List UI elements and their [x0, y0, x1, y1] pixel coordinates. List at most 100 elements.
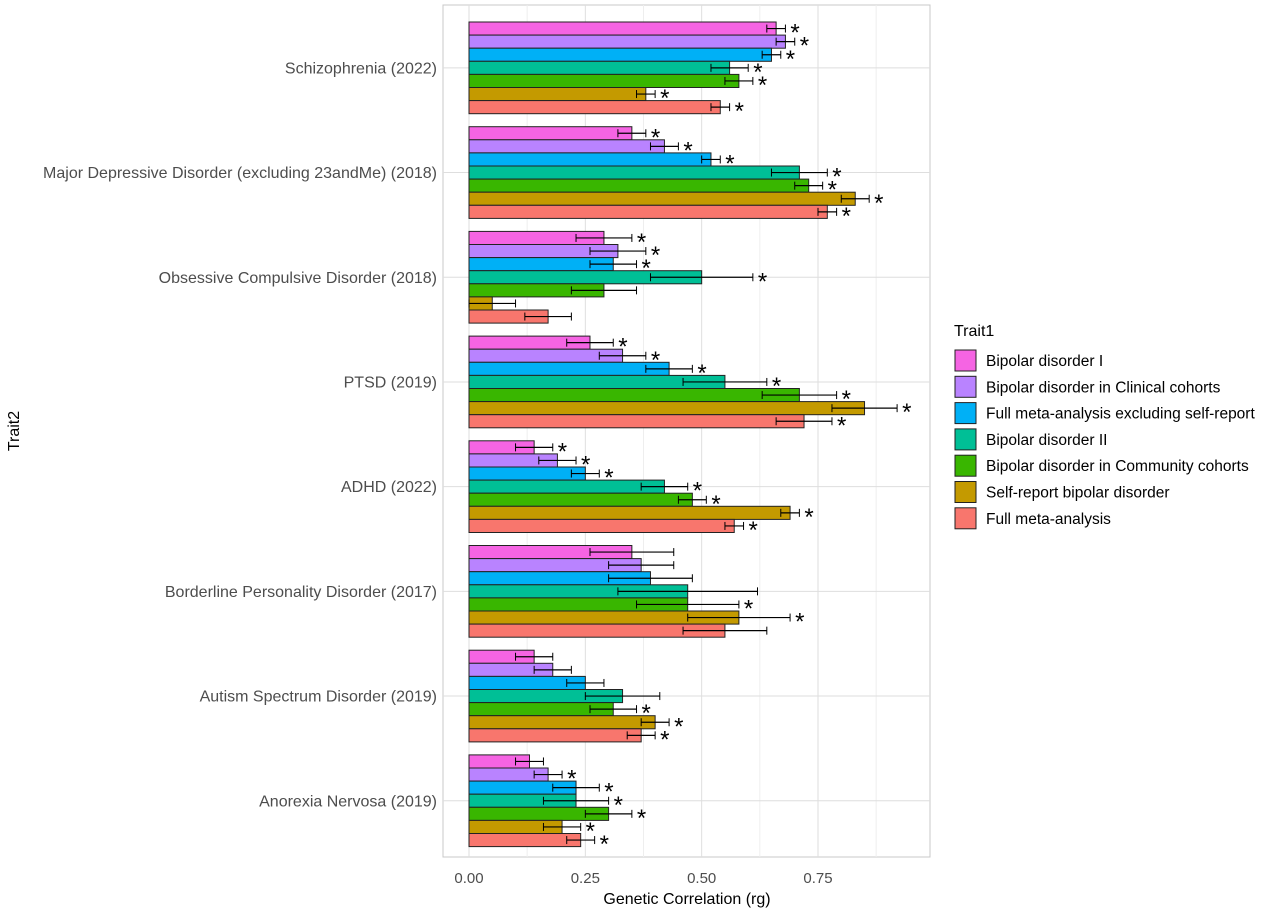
legend-label: Bipolar disorder in Clinical cohorts [986, 379, 1221, 396]
bar [468, 87, 647, 102]
significance-star: * [828, 177, 837, 204]
bar [468, 728, 642, 743]
y-tick-label: ADHD (2022) [341, 479, 437, 496]
y-tick-label: Anorexia Nervosa (2019) [259, 793, 437, 810]
bar [468, 361, 670, 376]
significance-star: * [902, 399, 911, 426]
bar [468, 492, 693, 507]
bar [468, 204, 828, 219]
significance-star: * [725, 150, 734, 177]
significance-star: * [874, 190, 883, 217]
significance-star: * [842, 386, 851, 413]
bar [468, 466, 586, 481]
significance-star: * [837, 412, 846, 439]
x-tick-labels: 0.00 0.25 0.50 0.75 [454, 870, 832, 887]
legend-swatch [954, 402, 977, 425]
legend-swatch [954, 454, 977, 477]
x-axis-title: Genetic Correlation (rg) [603, 891, 770, 908]
significance-star: * [637, 229, 646, 256]
legend-label: Self-report bipolar disorder [986, 485, 1170, 502]
significance-star: * [795, 609, 804, 636]
significance-star: * [604, 779, 613, 806]
y-tick-labels: Schizophrenia (2022) Major Depressive Dis… [43, 60, 437, 810]
bar [468, 401, 866, 416]
x-tick-label: 0.00 [454, 870, 483, 887]
significance-star: * [749, 517, 758, 544]
significance-star: * [683, 137, 692, 164]
legend-swatch [954, 375, 977, 398]
significance-star: * [614, 792, 623, 819]
bar [468, 414, 805, 429]
bar [468, 479, 665, 494]
significance-star: * [660, 726, 669, 753]
significance-star: * [604, 465, 613, 492]
significance-star: * [758, 72, 767, 99]
bar [468, 388, 800, 403]
significance-star: * [697, 360, 706, 387]
significance-star: * [753, 59, 762, 86]
bar [468, 715, 656, 730]
x-tick-label: 0.25 [571, 870, 600, 887]
bar [468, 47, 772, 62]
significance-star: * [581, 451, 590, 478]
y-tick-label: Major Depressive Disorder (excluding 23a… [43, 165, 437, 182]
significance-star: * [693, 478, 702, 505]
significance-star: * [567, 766, 576, 793]
bar [468, 833, 582, 848]
y-tick-label: PTSD (2019) [344, 374, 437, 391]
significance-star: * [804, 504, 813, 531]
significance-star: * [586, 818, 595, 845]
legend-label: Bipolar disorder II [986, 432, 1107, 449]
bar [468, 21, 777, 36]
significance-star: * [642, 700, 651, 727]
significance-star: * [832, 164, 841, 191]
bar [468, 100, 721, 115]
bar [468, 505, 791, 520]
significance-star: * [618, 334, 627, 361]
significance-star: * [651, 242, 660, 269]
significance-star: * [772, 373, 781, 400]
legend-label: Bipolar disorder I [986, 353, 1103, 370]
bar [468, 191, 856, 206]
significance-star: * [758, 268, 767, 295]
significance-star: * [790, 20, 799, 47]
significance-star: * [642, 255, 651, 282]
significance-star: * [711, 491, 720, 518]
bar [468, 60, 731, 75]
bar [468, 34, 786, 49]
significance-star: * [744, 595, 753, 622]
significance-star: * [651, 347, 660, 374]
significance-star: * [842, 203, 851, 230]
x-tick-label: 0.75 [803, 870, 832, 887]
legend-label: Full meta-analysis excluding self-report [986, 406, 1255, 423]
significance-star: * [674, 713, 683, 740]
significance-star: * [637, 805, 646, 832]
legend-swatch [954, 428, 977, 451]
legend-swatch [954, 349, 977, 372]
legend-label: Bipolar disorder in Community cohorts [986, 458, 1249, 475]
bar [468, 518, 735, 534]
y-tick-label: Schizophrenia (2022) [285, 60, 437, 77]
bar [468, 152, 712, 167]
significance-star: * [800, 33, 809, 60]
bar [468, 126, 633, 141]
legend-label: Full meta-analysis [986, 511, 1111, 528]
y-axis-title: Trait2 [6, 411, 23, 451]
legend-swatch [954, 507, 977, 530]
bar [468, 139, 665, 154]
x-tick-label: 0.50 [687, 870, 716, 887]
legend-swatch [954, 481, 977, 503]
legend-title: Trait1 [954, 323, 994, 340]
bar [468, 73, 740, 89]
significance-star: * [600, 831, 609, 858]
legend: Trait1 Bipolar disorder I Bipolar disorde… [954, 323, 1255, 530]
significance-star: * [558, 438, 567, 465]
significance-star: * [660, 85, 669, 112]
y-tick-label: Borderline Personality Disorder (2017) [165, 584, 437, 601]
bars-layer: * ***** ** * * ** *** ** ** * * * * *** * * * * *** ** *** * *… [468, 20, 911, 858]
y-tick-label: Obsessive Compulsive Disorder (2018) [159, 270, 437, 287]
bar [468, 178, 810, 193]
significance-star: * [786, 46, 795, 73]
significance-star: * [651, 124, 660, 151]
